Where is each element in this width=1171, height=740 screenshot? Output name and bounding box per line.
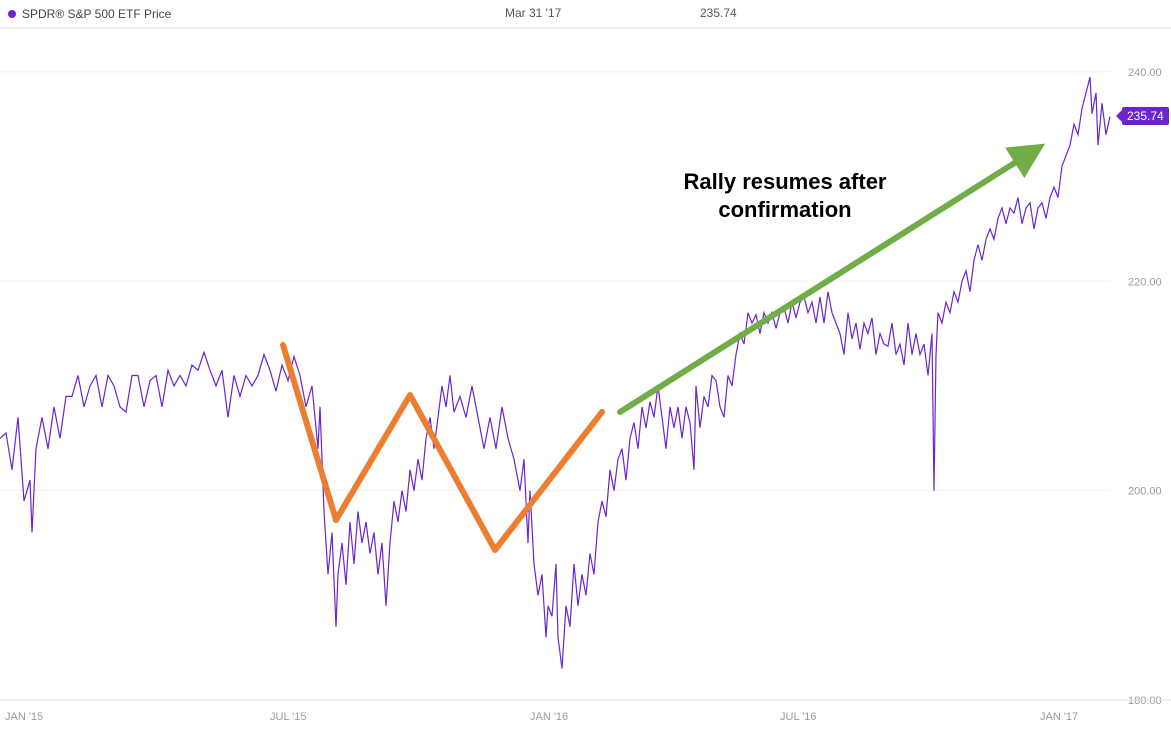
x-axis-ticks: JAN '15 JUL '15 JAN '16 JUL '16 JAN '17: [5, 711, 1078, 723]
svg-text:200.00: 200.00: [1128, 486, 1162, 498]
svg-text:JAN '15: JAN '15: [5, 711, 43, 723]
svg-text:JAN '17: JAN '17: [1040, 711, 1078, 723]
current-price-tag: 235.74: [1122, 107, 1169, 125]
svg-text:220.00: 220.00: [1128, 276, 1162, 288]
annotation-line2: confirmation: [655, 196, 915, 224]
y-axis-ticks: 180.00 200.00 220.00 240.00: [1128, 67, 1162, 707]
svg-text:JUL '16: JUL '16: [780, 711, 817, 723]
gridlines: [0, 72, 1110, 700]
chart-container: SPDR® S&P 500 ETF Price Mar 31 '17 235.7…: [0, 0, 1171, 740]
annotation-text: Rally resumes after confirmation: [655, 168, 915, 223]
svg-text:JUL '15: JUL '15: [270, 711, 307, 723]
svg-text:180.00: 180.00: [1128, 695, 1162, 707]
svg-text:JAN '16: JAN '16: [530, 711, 568, 723]
svg-text:240.00: 240.00: [1128, 67, 1162, 79]
w-pattern-overlay: [283, 345, 602, 550]
price-chart: 180.00200.00220.00240.00 JAN '15JUL '15J…: [0, 0, 1171, 740]
annotation-line1: Rally resumes after: [655, 168, 915, 196]
price-line: [0, 77, 1110, 668]
